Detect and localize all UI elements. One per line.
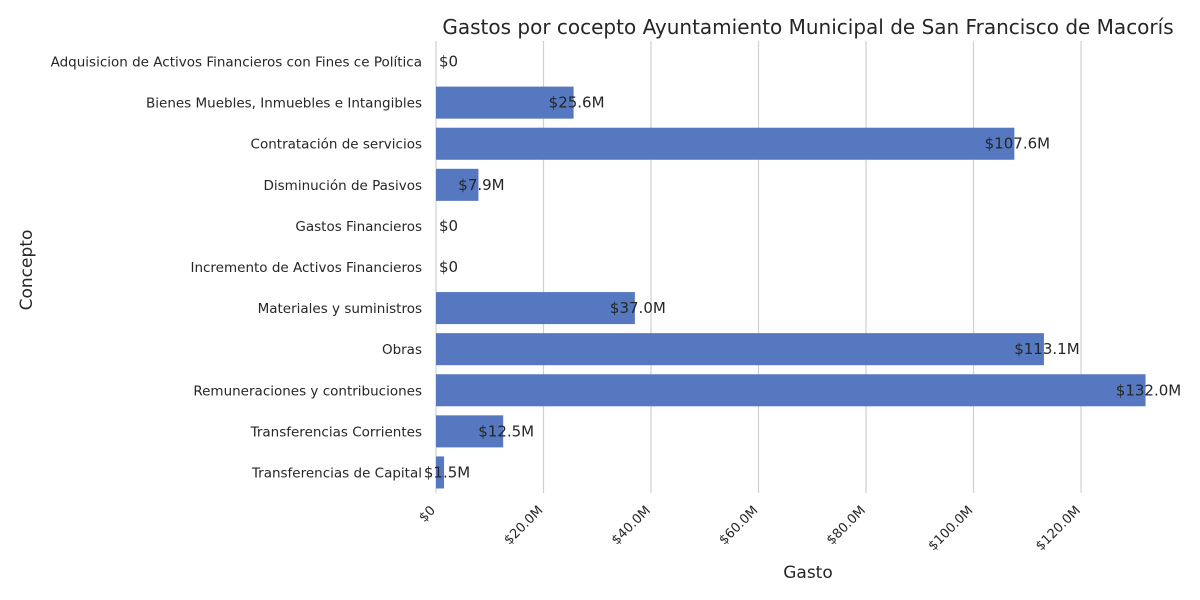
bar bbox=[436, 374, 1146, 407]
category-label: Remuneraciones y contribuciones bbox=[193, 383, 422, 399]
chart-title: Gastos por cocepto Ayuntamiento Municipa… bbox=[442, 15, 1173, 39]
x-tick-label: $0 bbox=[417, 503, 439, 525]
data-label: $37.0M bbox=[610, 299, 666, 317]
data-label: $113.1M bbox=[1014, 340, 1079, 358]
data-label: $1.5M bbox=[424, 463, 470, 481]
bar bbox=[436, 168, 479, 201]
category-label: Contratación de servicios bbox=[251, 137, 422, 153]
data-label: $7.9M bbox=[458, 176, 504, 194]
bar bbox=[436, 415, 504, 448]
data-label: $0 bbox=[439, 258, 458, 276]
x-tick-label: $20.0M bbox=[501, 503, 546, 548]
y-axis-label: Concepto bbox=[17, 230, 37, 311]
x-tick-label: $80.0M bbox=[824, 503, 869, 548]
bars bbox=[436, 86, 1146, 489]
x-tick-label: $120.0M bbox=[1033, 503, 1084, 554]
category-label: Obras bbox=[382, 342, 422, 358]
bar bbox=[436, 292, 635, 325]
bar bbox=[436, 86, 574, 119]
category-label: Transferencias de Capital bbox=[251, 465, 422, 481]
category-labels: Adquisicion de Activos Financieros con F… bbox=[51, 55, 422, 482]
category-label: Transferencias Corrientes bbox=[250, 424, 422, 440]
data-label: $0 bbox=[439, 217, 458, 235]
bar bbox=[436, 333, 1044, 366]
x-tick-label: $40.0M bbox=[609, 503, 654, 548]
x-tick-label: $60.0M bbox=[716, 503, 761, 548]
data-label: $0 bbox=[439, 53, 458, 71]
category-label: Disminución de Pasivos bbox=[263, 178, 422, 194]
data-label: $25.6M bbox=[549, 94, 605, 112]
category-label: Materiales y suministros bbox=[258, 301, 422, 317]
x-tick-labels: $0 $20.0M $40.0M $60.0M $80.0M $100.0M $120.0M bbox=[417, 503, 1084, 554]
category-label: Incremento de Activos Financieros bbox=[190, 260, 422, 276]
x-axis-label: Gasto bbox=[783, 563, 833, 583]
x-tick-label: $100.0M bbox=[926, 503, 977, 554]
data-label: $132.0M bbox=[1116, 381, 1181, 399]
data-labels: $0 $25.6M $107.6M $7.9M $0 $0 $37.0M $113.1M $13… bbox=[424, 53, 1181, 482]
category-label: Gastos Financieros bbox=[295, 219, 422, 235]
data-label: $12.5M bbox=[478, 422, 534, 440]
category-label: Adquisicion de Activos Financieros con F… bbox=[51, 55, 422, 71]
category-label: Bienes Muebles, Inmuebles e Intangibles bbox=[146, 96, 422, 112]
bar bbox=[436, 456, 445, 489]
data-label: $107.6M bbox=[985, 135, 1050, 153]
bar bbox=[436, 127, 1015, 160]
